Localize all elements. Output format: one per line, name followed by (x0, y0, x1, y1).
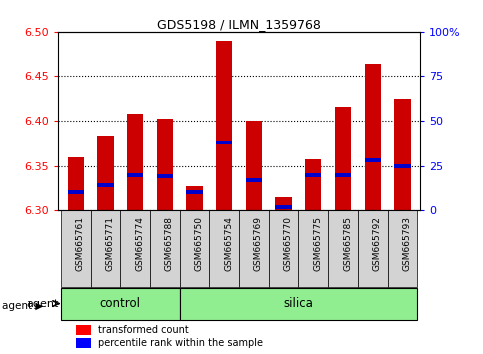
FancyBboxPatch shape (76, 338, 91, 348)
Bar (365, 158, 381, 162)
Bar (246, 121, 262, 210)
Text: GSM665793: GSM665793 (402, 216, 412, 272)
FancyBboxPatch shape (180, 289, 417, 320)
Bar (186, 186, 203, 210)
Bar (127, 173, 143, 177)
Bar (335, 107, 351, 210)
Bar (68, 157, 84, 210)
FancyBboxPatch shape (150, 210, 180, 287)
Text: control: control (100, 297, 141, 310)
FancyBboxPatch shape (91, 210, 120, 287)
FancyBboxPatch shape (298, 210, 328, 287)
Bar (97, 136, 114, 210)
Bar (216, 141, 232, 144)
FancyBboxPatch shape (269, 210, 298, 287)
Text: GSM665775: GSM665775 (313, 216, 322, 272)
Bar (305, 173, 322, 177)
Bar (365, 64, 381, 210)
Text: GSM665771: GSM665771 (105, 216, 114, 272)
Bar (246, 178, 262, 182)
FancyBboxPatch shape (61, 289, 180, 320)
Title: GDS5198 / ILMN_1359768: GDS5198 / ILMN_1359768 (157, 18, 321, 31)
Text: GSM665754: GSM665754 (224, 216, 233, 271)
Bar (97, 183, 114, 187)
Text: GSM665788: GSM665788 (165, 216, 174, 272)
Text: transformed count: transformed count (98, 325, 188, 335)
FancyBboxPatch shape (120, 210, 150, 287)
Text: agent: agent (26, 298, 58, 309)
Text: GSM665792: GSM665792 (373, 216, 382, 271)
Text: GSM665785: GSM665785 (343, 216, 352, 272)
Bar (275, 197, 292, 210)
Bar (305, 159, 322, 210)
Bar (68, 190, 84, 194)
Text: GSM665750: GSM665750 (195, 216, 203, 272)
FancyBboxPatch shape (76, 325, 91, 335)
Text: silica: silica (284, 297, 313, 310)
Text: agent ▶: agent ▶ (2, 301, 44, 311)
Bar (394, 99, 411, 210)
FancyBboxPatch shape (387, 210, 417, 287)
Text: percentile rank within the sample: percentile rank within the sample (98, 338, 263, 348)
Text: GSM665770: GSM665770 (284, 216, 293, 272)
FancyBboxPatch shape (61, 210, 91, 287)
Bar (127, 114, 143, 210)
Text: GSM665769: GSM665769 (254, 216, 263, 272)
Text: GSM665774: GSM665774 (135, 216, 144, 271)
FancyBboxPatch shape (210, 210, 239, 287)
Bar (335, 173, 351, 177)
Bar (156, 119, 173, 210)
Bar (216, 41, 232, 210)
Text: GSM665761: GSM665761 (76, 216, 85, 272)
Bar (394, 164, 411, 168)
FancyBboxPatch shape (239, 210, 269, 287)
FancyBboxPatch shape (358, 210, 387, 287)
Bar (156, 175, 173, 178)
Bar (275, 205, 292, 209)
FancyBboxPatch shape (180, 210, 210, 287)
Bar (186, 190, 203, 194)
FancyBboxPatch shape (328, 210, 358, 287)
